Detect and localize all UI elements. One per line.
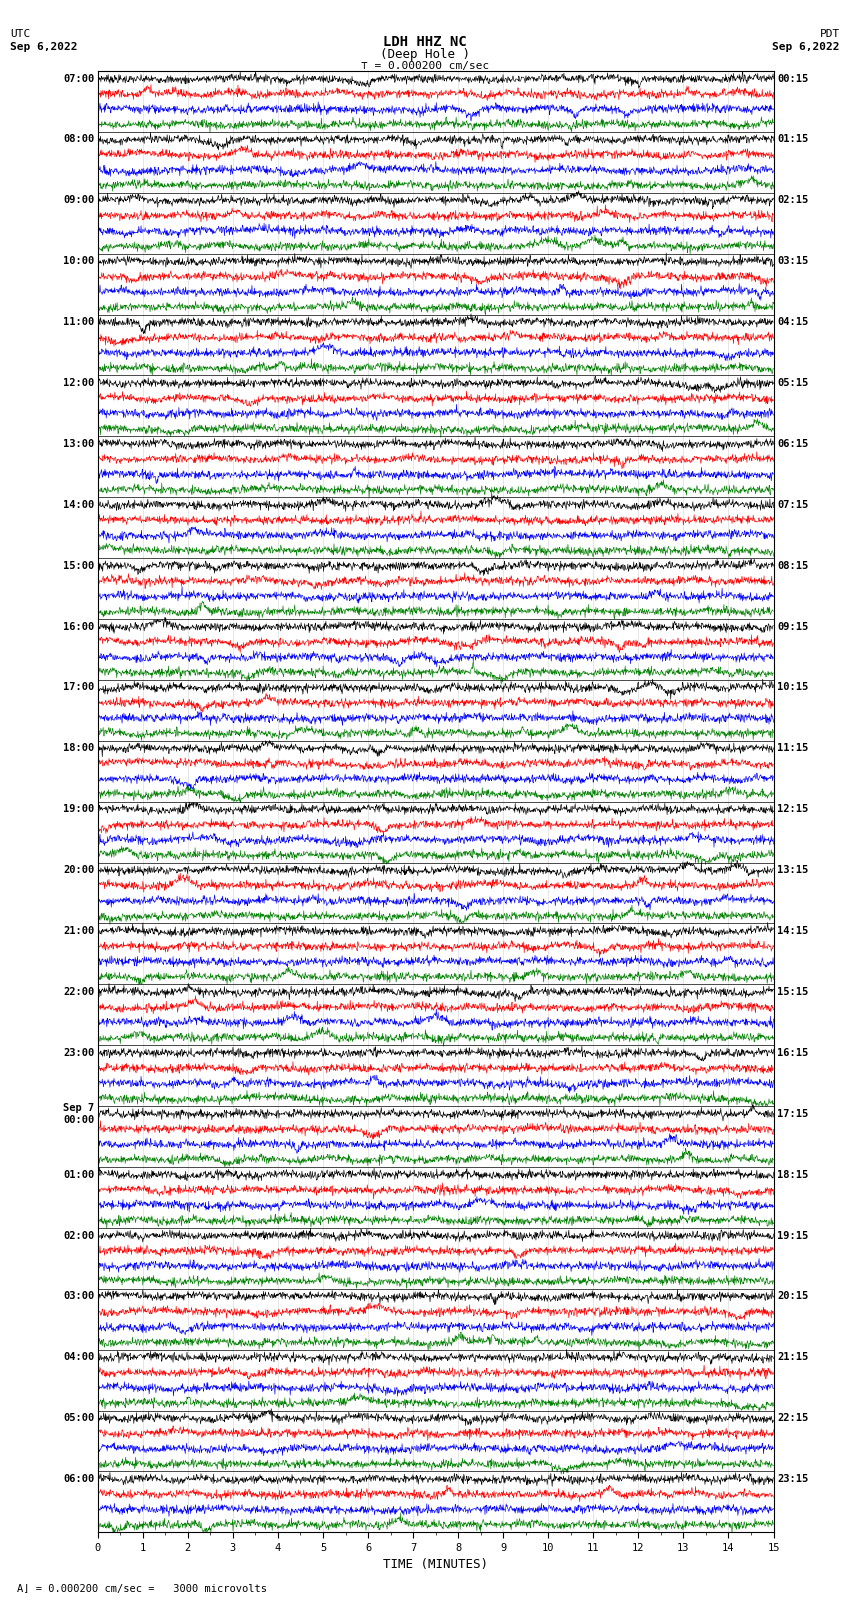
Text: 01:00: 01:00 (63, 1169, 94, 1179)
Text: Sep 6,2022: Sep 6,2022 (10, 42, 77, 52)
Text: A⌋ = 0.000200 cm/sec =   3000 microvolts: A⌋ = 0.000200 cm/sec = 3000 microvolts (17, 1584, 267, 1594)
Text: 06:15: 06:15 (777, 439, 808, 448)
Text: 06:00: 06:00 (63, 1474, 94, 1484)
Text: 02:00: 02:00 (63, 1231, 94, 1240)
Text: 05:15: 05:15 (777, 377, 808, 389)
Text: PDT: PDT (819, 29, 840, 39)
Text: 10:15: 10:15 (777, 682, 808, 692)
Text: 14:15: 14:15 (777, 926, 808, 936)
Text: Sep 6,2022: Sep 6,2022 (773, 42, 840, 52)
Text: Sep 7
00:00: Sep 7 00:00 (63, 1103, 94, 1124)
Text: 14:00: 14:00 (63, 500, 94, 510)
Text: 05:00: 05:00 (63, 1413, 94, 1423)
Text: 20:00: 20:00 (63, 865, 94, 876)
Text: 19:00: 19:00 (63, 805, 94, 815)
Text: 21:15: 21:15 (777, 1352, 808, 1363)
Text: 04:00: 04:00 (63, 1352, 94, 1363)
Text: ⊤ = 0.000200 cm/sec: ⊤ = 0.000200 cm/sec (361, 61, 489, 71)
Text: 22:15: 22:15 (777, 1413, 808, 1423)
Text: 00:15: 00:15 (777, 74, 808, 84)
Text: 09:00: 09:00 (63, 195, 94, 205)
Text: 13:00: 13:00 (63, 439, 94, 448)
Text: 08:00: 08:00 (63, 134, 94, 145)
Text: 11:15: 11:15 (777, 744, 808, 753)
Text: 22:00: 22:00 (63, 987, 94, 997)
Text: 01:15: 01:15 (777, 134, 808, 145)
Text: 07:15: 07:15 (777, 500, 808, 510)
Text: 08:15: 08:15 (777, 561, 808, 571)
Text: 10:00: 10:00 (63, 256, 94, 266)
Text: 12:15: 12:15 (777, 805, 808, 815)
Text: 02:15: 02:15 (777, 195, 808, 205)
Text: 03:15: 03:15 (777, 256, 808, 266)
Text: 16:15: 16:15 (777, 1048, 808, 1058)
Text: 07:00: 07:00 (63, 74, 94, 84)
Text: 03:00: 03:00 (63, 1292, 94, 1302)
Text: 12:00: 12:00 (63, 377, 94, 389)
Text: 17:00: 17:00 (63, 682, 94, 692)
Text: 11:00: 11:00 (63, 318, 94, 327)
Text: 13:15: 13:15 (777, 865, 808, 876)
Text: LDH HHZ NC: LDH HHZ NC (383, 35, 467, 50)
Text: 04:15: 04:15 (777, 318, 808, 327)
Text: 09:15: 09:15 (777, 621, 808, 632)
Text: 23:15: 23:15 (777, 1474, 808, 1484)
Text: 18:15: 18:15 (777, 1169, 808, 1179)
Text: 23:00: 23:00 (63, 1048, 94, 1058)
Text: UTC: UTC (10, 29, 31, 39)
Text: 16:00: 16:00 (63, 621, 94, 632)
X-axis label: TIME (MINUTES): TIME (MINUTES) (383, 1558, 488, 1571)
Text: 21:00: 21:00 (63, 926, 94, 936)
Text: 19:15: 19:15 (777, 1231, 808, 1240)
Text: 17:15: 17:15 (777, 1108, 808, 1119)
Text: 15:00: 15:00 (63, 561, 94, 571)
Text: 20:15: 20:15 (777, 1292, 808, 1302)
Text: 18:00: 18:00 (63, 744, 94, 753)
Text: (Deep Hole ): (Deep Hole ) (380, 48, 470, 61)
Text: 15:15: 15:15 (777, 987, 808, 997)
